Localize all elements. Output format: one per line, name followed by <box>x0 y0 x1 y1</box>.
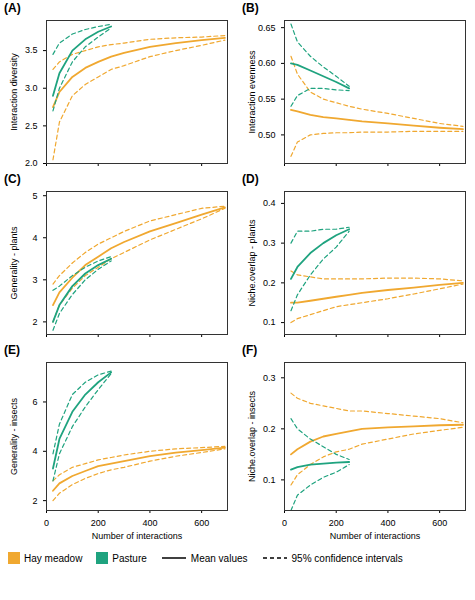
svg-text:0: 0 <box>44 518 49 528</box>
svg-text:Generality - plants: Generality - plants <box>9 226 19 300</box>
svg-text:4: 4 <box>32 233 37 243</box>
svg-text:Interaction diversity: Interaction diversity <box>9 53 19 131</box>
html-text:(A): (A) <box>4 1 21 15</box>
svg-text:Niche.overlap - insects: Niche.overlap - insects <box>247 390 257 482</box>
svg-text:0.2: 0.2 <box>263 424 276 434</box>
svg-text:3.5: 3.5 <box>25 45 38 55</box>
svg-text:6: 6 <box>32 397 37 407</box>
svg-text:0.3: 0.3 <box>263 373 276 383</box>
svg-text:400: 400 <box>380 518 395 528</box>
svg-text:0.1: 0.1 <box>263 317 276 327</box>
svg-text:2: 2 <box>32 496 37 506</box>
html-text:Hay meadow: Hay meadow <box>24 552 83 564</box>
svg-text:3: 3 <box>32 275 37 285</box>
svg-text:5: 5 <box>32 191 37 201</box>
svg-text:0.2: 0.2 <box>263 278 276 288</box>
html-text:(B): (B) <box>242 1 259 15</box>
svg-text:0.65: 0.65 <box>258 23 276 33</box>
svg-text:Niche.overlap - plants: Niche.overlap - plants <box>247 219 257 307</box>
html-text:(E): (E) <box>4 343 20 357</box>
svg-text:Number of interactions: Number of interactions <box>92 531 183 541</box>
svg-text:4: 4 <box>32 446 37 456</box>
svg-text:Generality - insects: Generality - insects <box>9 397 19 475</box>
svg-text:0.1: 0.1 <box>263 475 276 485</box>
svg-text:0.60: 0.60 <box>258 58 276 68</box>
svg-text:0.4: 0.4 <box>263 198 276 208</box>
svg-text:Number of interactions: Number of interactions <box>330 531 421 541</box>
html-text:Mean values: Mean values <box>190 552 248 564</box>
svg-text:200: 200 <box>91 518 106 528</box>
svg-text:0.3: 0.3 <box>263 238 276 248</box>
svg-text:0.50: 0.50 <box>258 130 276 140</box>
svg-text:0.55: 0.55 <box>258 94 276 104</box>
html-text:(D): (D) <box>242 172 259 186</box>
html-text:(F): (F) <box>242 343 258 357</box>
svg-text:400: 400 <box>142 518 157 528</box>
svg-text:Interaction evenness: Interaction evenness <box>247 50 257 134</box>
html-text:95% confidence intervals: 95% confidence intervals <box>291 552 403 564</box>
svg-text:2.5: 2.5 <box>25 121 38 131</box>
html-text:(C): (C) <box>4 172 21 186</box>
svg-text:2: 2 <box>32 317 37 327</box>
svg-text:0: 0 <box>282 518 287 528</box>
svg-text:2.0: 2.0 <box>25 158 38 168</box>
html-text:Pasture: Pasture <box>112 552 147 564</box>
svg-text:3.0: 3.0 <box>25 83 38 93</box>
svg-text:600: 600 <box>432 518 447 528</box>
svg-text:600: 600 <box>194 518 209 528</box>
svg-text:200: 200 <box>329 518 344 528</box>
